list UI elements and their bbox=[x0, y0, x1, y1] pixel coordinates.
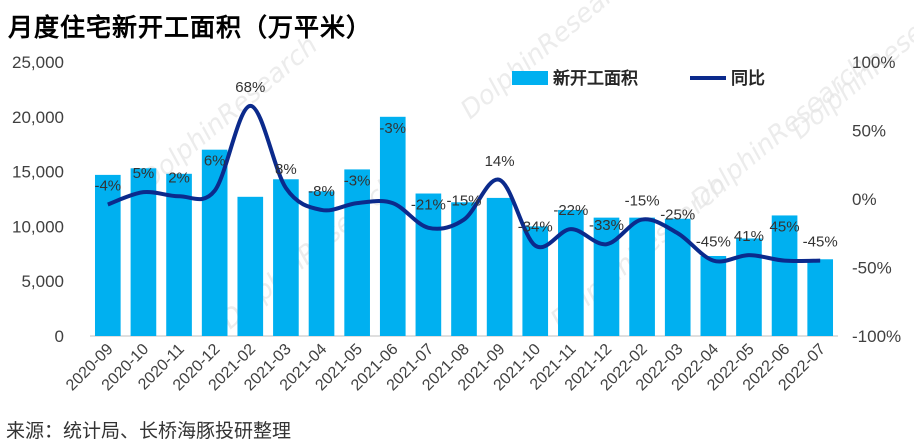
watermark-text: DolphinResearch bbox=[785, 0, 914, 145]
yoy-data-label: -3% bbox=[344, 172, 371, 189]
yoy-data-label: 6% bbox=[204, 153, 226, 170]
yoy-data-label: -21% bbox=[411, 197, 446, 214]
yoy-data-label: -15% bbox=[446, 193, 481, 210]
yoy-data-label: -3% bbox=[379, 120, 406, 137]
y-left-tick-label: 10,000 bbox=[12, 217, 64, 236]
yoy-data-label: -34% bbox=[518, 219, 553, 236]
yoy-data-label: 68% bbox=[235, 79, 265, 96]
bar-2021-07 bbox=[415, 193, 442, 336]
y-left-tick-label: 0 bbox=[55, 327, 64, 346]
bar-2021-05 bbox=[344, 169, 370, 336]
bar-2022-03 bbox=[664, 218, 691, 336]
bar-2021-09 bbox=[486, 197, 513, 336]
bar-2022-07 bbox=[807, 259, 834, 336]
bar-2022-06 bbox=[771, 215, 798, 336]
y-right-tick-label: 0% bbox=[852, 190, 877, 209]
bar-2022-04 bbox=[700, 255, 727, 336]
yoy-data-label: -45% bbox=[696, 234, 731, 251]
yoy-data-label: 45% bbox=[770, 218, 800, 235]
bar-2021-10 bbox=[522, 226, 549, 336]
yoy-data-label: 14% bbox=[485, 153, 515, 170]
bar-2021-06 bbox=[379, 116, 406, 336]
y-right-tick-label: -100% bbox=[852, 327, 901, 346]
y-left-tick-label: 5,000 bbox=[21, 272, 64, 291]
bar-2021-03 bbox=[273, 179, 299, 336]
bar-2022-05 bbox=[736, 238, 762, 336]
chart-title: 月度住宅新开工面积（万平米） bbox=[8, 13, 373, 42]
yoy-data-label: -15% bbox=[625, 193, 660, 210]
yoy-data-label: -33% bbox=[589, 217, 624, 234]
yoy-data-label: 8% bbox=[275, 161, 297, 178]
watermark-text: DolphinResearch bbox=[455, 0, 643, 125]
y-left-tick-label: 15,000 bbox=[12, 163, 64, 182]
bar-2020-10 bbox=[130, 168, 157, 336]
bar-2021-12 bbox=[593, 217, 620, 336]
legend-line-label: 同比 bbox=[731, 68, 765, 89]
bar-2021-04 bbox=[308, 191, 335, 336]
bar-2020-11 bbox=[166, 173, 192, 336]
legend-bar-swatch bbox=[512, 71, 548, 85]
yoy-line bbox=[107, 103, 821, 264]
yoy-data-label: -4% bbox=[94, 177, 121, 194]
y-right-tick-label: 50% bbox=[852, 122, 886, 141]
yoy-data-label: 5% bbox=[133, 165, 155, 182]
y-left-tick-label: 25,000 bbox=[12, 53, 64, 72]
yoy-data-label: -8% bbox=[308, 183, 335, 200]
bar-2021-08 bbox=[451, 202, 477, 336]
legend-bar-label: 新开工面积 bbox=[553, 68, 638, 89]
y-left-tick-label: 20,000 bbox=[12, 108, 64, 127]
yoy-data-label: -45% bbox=[803, 234, 838, 251]
bar-2022-02 bbox=[629, 217, 655, 336]
yoy-data-label: -22% bbox=[553, 202, 588, 219]
source-note: 来源：统计局、长桥海豚投研整理 bbox=[6, 420, 292, 442]
yoy-data-label: 2% bbox=[168, 169, 190, 186]
yoy-data-label: -25% bbox=[660, 206, 695, 223]
yoy-data-label: 41% bbox=[734, 228, 764, 245]
y-right-tick-label: -50% bbox=[852, 259, 892, 278]
bar-2020-12 bbox=[201, 149, 228, 336]
y-right-tick-label: 100% bbox=[852, 53, 895, 72]
bar-2021-02 bbox=[237, 196, 264, 336]
